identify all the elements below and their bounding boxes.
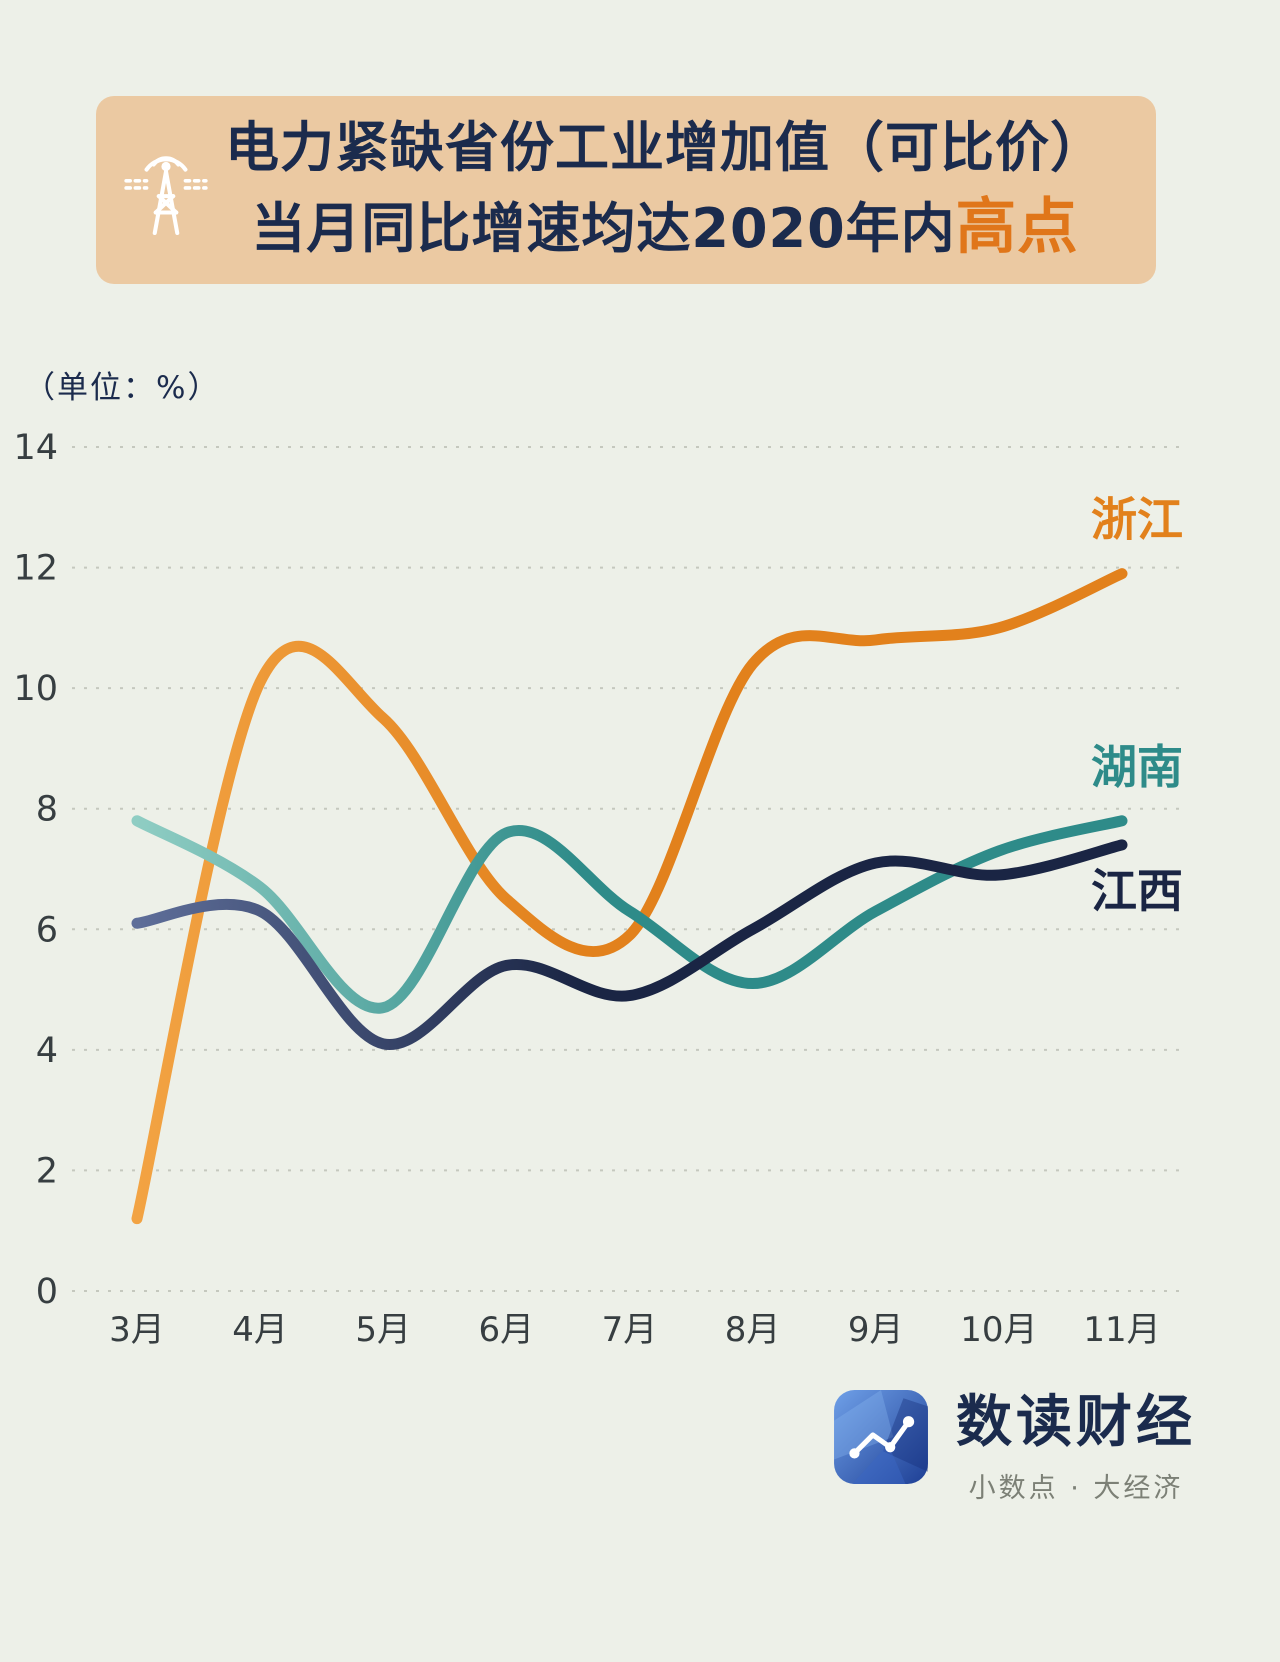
series-label-1: 湖南 [1091, 740, 1183, 794]
brand-tagline: 小数点 · 大经济 [968, 1472, 1184, 1504]
x-tick-label: 8月 [725, 1310, 781, 1350]
title-line2-prefix: 当月同比增速均达2020年内 [251, 197, 956, 261]
x-tick-label: 10月 [960, 1310, 1037, 1350]
series-line-0 [131, 568, 1128, 1225]
x-tick-label: 3月 [109, 1310, 165, 1350]
x-tick-label: 4月 [232, 1310, 288, 1350]
unit-label: （单位：%） [24, 370, 221, 406]
y-tick-label: 2 [36, 1151, 58, 1191]
power-tower-icon [124, 156, 208, 235]
series-label-2: 江西 [1091, 864, 1183, 918]
title-line2: 当月同比增速均达2020年内高点 [174, 185, 1156, 270]
series-line-2 [131, 839, 1128, 1050]
x-tick-label: 11月 [1083, 1310, 1160, 1350]
title-highlight: 高点 [955, 192, 1079, 263]
y-tick-label: 4 [36, 1031, 58, 1071]
series-label-0: 浙江 [1091, 493, 1183, 547]
y-tick-label: 6 [36, 910, 58, 950]
brand-logo-icon [834, 1390, 928, 1484]
brand-footer: 数读财经 小数点 · 大经济 [832, 1388, 1196, 1505]
y-tick-label: 0 [36, 1272, 58, 1312]
y-tick-label: 10 [13, 669, 58, 709]
series-line-1 [131, 815, 1128, 1014]
y-tick-label: 8 [36, 790, 58, 830]
page-title: 电力紧缺省份工业增加值（可比价） 当月同比增速均达2020年内高点 [96, 110, 1156, 270]
y-tick-label: 14 [13, 428, 58, 468]
brand-name: 数读财经 [956, 1390, 1196, 1455]
x-tick-label: 5月 [355, 1310, 411, 1350]
x-tick-label: 6月 [479, 1310, 535, 1350]
title-line1: 电力紧缺省份工业增加值（可比价） [225, 115, 1105, 179]
title-banner: 电力紧缺省份工业增加值（可比价） 当月同比增速均达2020年内高点 [96, 96, 1156, 284]
x-tick-label: 7月 [602, 1310, 658, 1350]
x-tick-label: 9月 [848, 1310, 904, 1350]
brand-text-block: 数读财经 小数点 · 大经济 [956, 1388, 1196, 1505]
y-tick-label: 12 [13, 549, 58, 589]
